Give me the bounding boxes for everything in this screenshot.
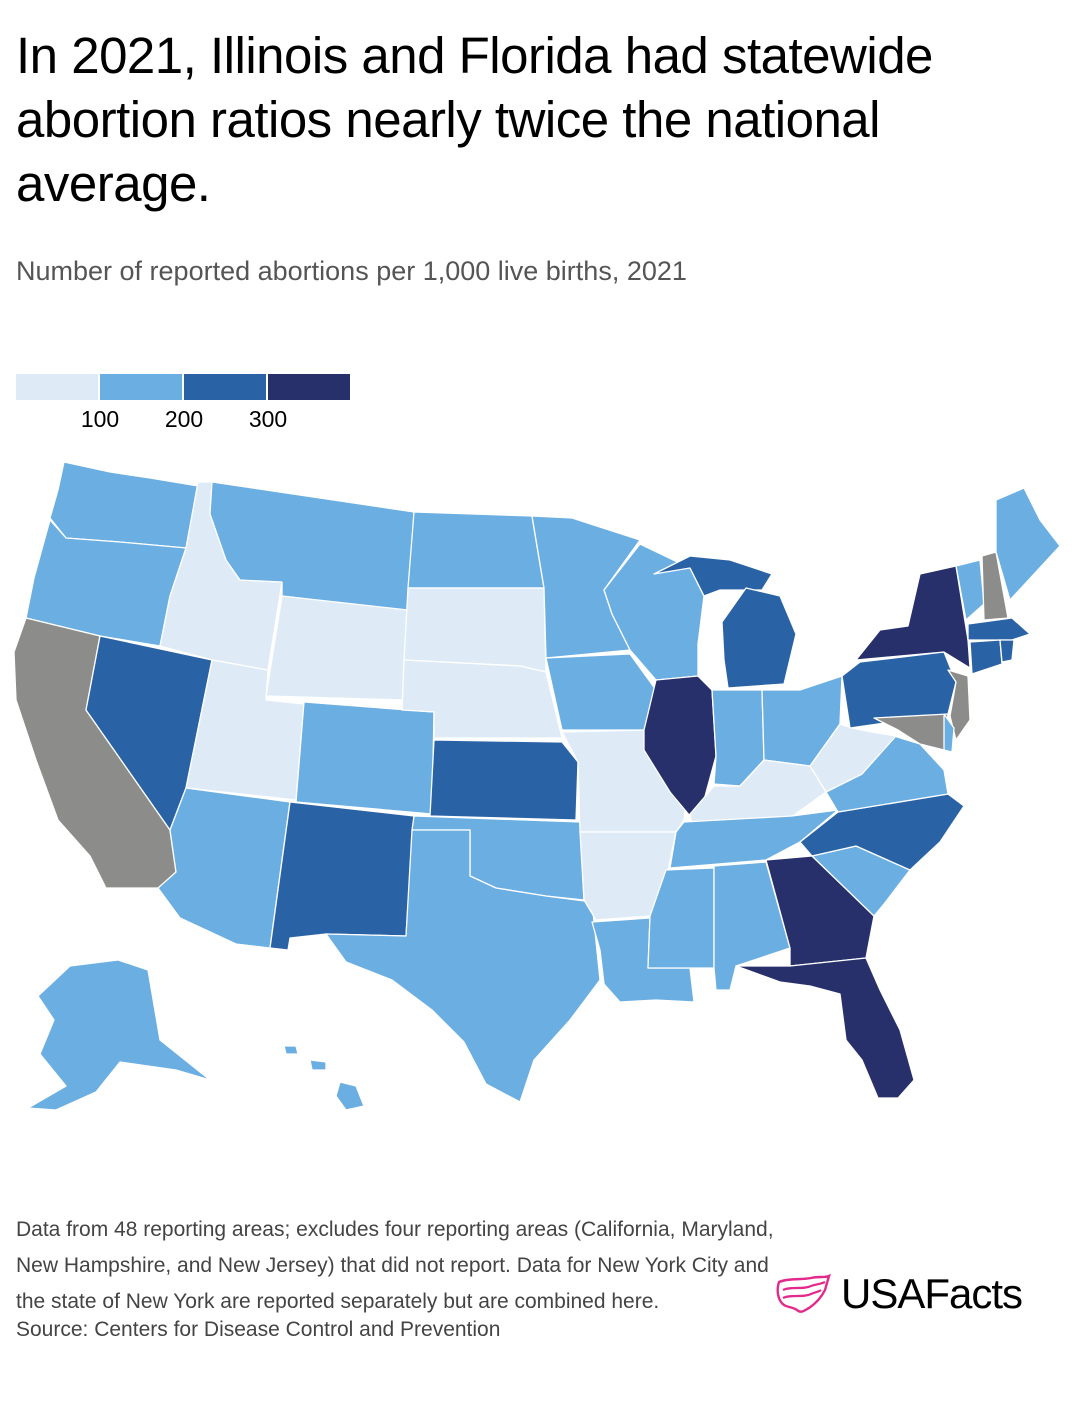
legend-swatch-over-300 (268, 374, 350, 400)
state-WA[interactable] (49, 461, 199, 549)
state-NJ[interactable] (947, 669, 971, 741)
page-title: In 2021, Illinois and Florida had statew… (16, 27, 933, 212)
usafacts-logo[interactable]: USAFacts (775, 1270, 1023, 1318)
state-MI-lower[interactable] (721, 587, 797, 689)
state-HI[interactable] (335, 1081, 365, 1111)
color-legend: 100 200 300 (16, 374, 352, 432)
state-WV[interactable] (809, 723, 897, 793)
state-WY[interactable] (265, 595, 409, 701)
state-HI-3[interactable] (309, 1059, 327, 1071)
state-RI[interactable] (999, 639, 1015, 663)
state-NM[interactable] (269, 801, 415, 951)
state-CO[interactable] (295, 701, 435, 815)
source-text: Source: Centers for Disease Control and … (16, 1318, 501, 1341)
state-ND[interactable] (407, 511, 545, 589)
footnote-text: Data from 48 reporting areas; excludes f… (16, 1218, 774, 1313)
state-KS[interactable] (429, 739, 579, 821)
legend-swatch-under-100 (16, 374, 98, 400)
state-TX[interactable] (325, 829, 601, 1103)
legend-tick-200: 200 (164, 406, 204, 432)
state-FL[interactable] (735, 957, 915, 1099)
state-NY[interactable] (855, 565, 971, 669)
state-SD[interactable] (403, 587, 547, 673)
legend-swatch-200-300 (184, 374, 266, 400)
state-AZ[interactable] (157, 787, 291, 949)
state-MD[interactable] (873, 713, 949, 751)
state-HI-2[interactable] (283, 1045, 299, 1055)
state-DE[interactable] (943, 713, 955, 753)
us-map-logo-icon (776, 1273, 831, 1313)
state-ME[interactable] (995, 487, 1061, 601)
state-CT[interactable] (969, 639, 1003, 675)
state-NE[interactable] (401, 659, 563, 739)
state-MI[interactable] (653, 555, 773, 597)
page-subtitle: Number of reported abortions per 1,000 l… (16, 256, 687, 286)
legend-swatch-100-200 (100, 374, 182, 400)
state-MA[interactable] (967, 617, 1031, 641)
state-WI[interactable] (603, 543, 705, 681)
legend-tick-300: 300 (248, 406, 288, 432)
us-states-map (13, 461, 1061, 1111)
legend-tick-100: 100 (80, 406, 120, 432)
logo-text: USAFacts (841, 1270, 1023, 1317)
state-AK[interactable] (27, 959, 211, 1111)
state-TN[interactable] (669, 809, 839, 869)
state-IA[interactable] (545, 653, 657, 731)
